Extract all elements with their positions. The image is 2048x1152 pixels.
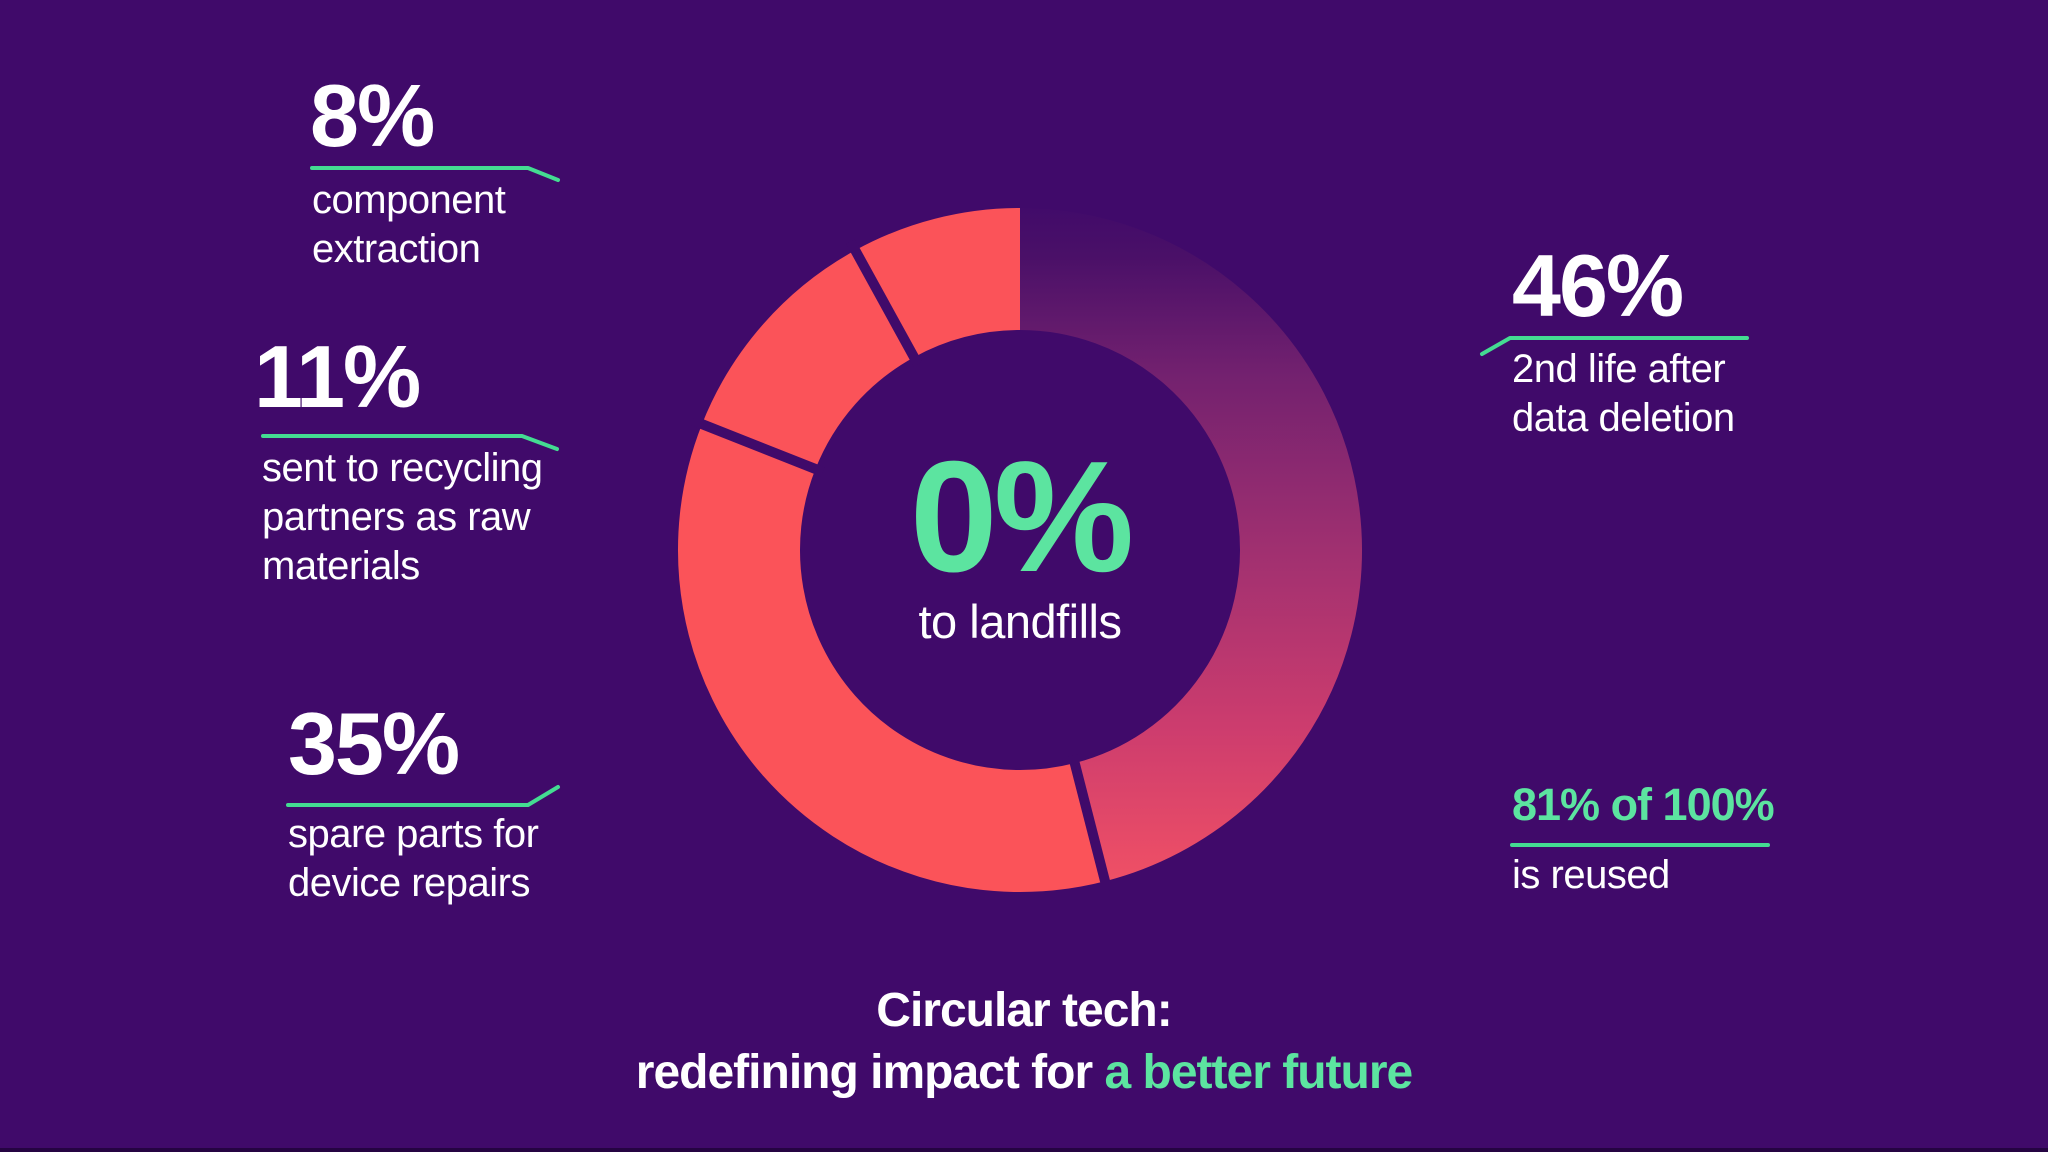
donut-chart: [678, 208, 1362, 893]
stat-46-value: 46%: [1512, 236, 1684, 335]
donut-segment-35pct: [678, 424, 1105, 892]
title-line-2-prefix: redefining impact for: [635, 1046, 1105, 1099]
stat-label-line: spare parts for: [288, 812, 539, 856]
title-line-1: Circular tech:: [876, 984, 1172, 1037]
title-line-2: redefining impact for a better future: [0, 1042, 2048, 1104]
segment-gap: [846, 239, 923, 367]
stat-8-leader-line: [310, 166, 560, 182]
stat-11-label: sent to recycling partners as raw materi…: [262, 444, 543, 591]
segment-gap: [690, 415, 825, 477]
stat-81-label: is reused: [1512, 851, 1670, 900]
stat-35-leader-line: [286, 785, 560, 807]
donut-segment-11pct: [702, 250, 916, 471]
stat-label-line: partners as raw: [262, 495, 531, 539]
stat-35-label: spare parts for device repairs: [288, 810, 539, 908]
title-line-2-highlight: a better future: [1104, 1046, 1414, 1099]
stat-label-line: extraction: [312, 227, 481, 271]
stat-81-underline: [1510, 843, 1770, 847]
center-label: to landfills: [918, 595, 1123, 648]
stat-label-line: component: [312, 178, 506, 222]
center-value: 0%: [909, 429, 1134, 605]
stat-8-label: component extraction: [312, 176, 506, 274]
stat-label-line: is reused: [1512, 853, 1670, 897]
donut-segment-46pct: [1019, 208, 1362, 882]
stat-label-line: data deletion: [1512, 396, 1735, 440]
stat-label-line: device repairs: [288, 861, 531, 905]
stat-8-value: 8%: [310, 66, 435, 165]
stat-label-line: sent to recycling: [262, 446, 543, 490]
infographic-title: Circular tech: redefining impact for a b…: [0, 980, 2048, 1104]
stat-46-label: 2nd life after data deletion: [1512, 345, 1735, 443]
stat-label-line: materials: [262, 544, 420, 588]
stat-35-value: 35%: [288, 694, 460, 793]
stat-81-value: 81% of 100%: [1512, 779, 1775, 830]
bottom-edge-strip: [0, 1148, 2048, 1152]
donut-center-text: 0% to landfills: [670, 438, 1370, 648]
stat-46-leader-line: [1480, 336, 1749, 356]
stat-11-leader-line: [261, 434, 559, 451]
donut-segment-8pct: [855, 208, 1022, 358]
stat-label-line: 2nd life after: [1512, 347, 1726, 391]
stat-11-value: 11%: [254, 327, 421, 426]
segment-gap: [1067, 754, 1113, 893]
